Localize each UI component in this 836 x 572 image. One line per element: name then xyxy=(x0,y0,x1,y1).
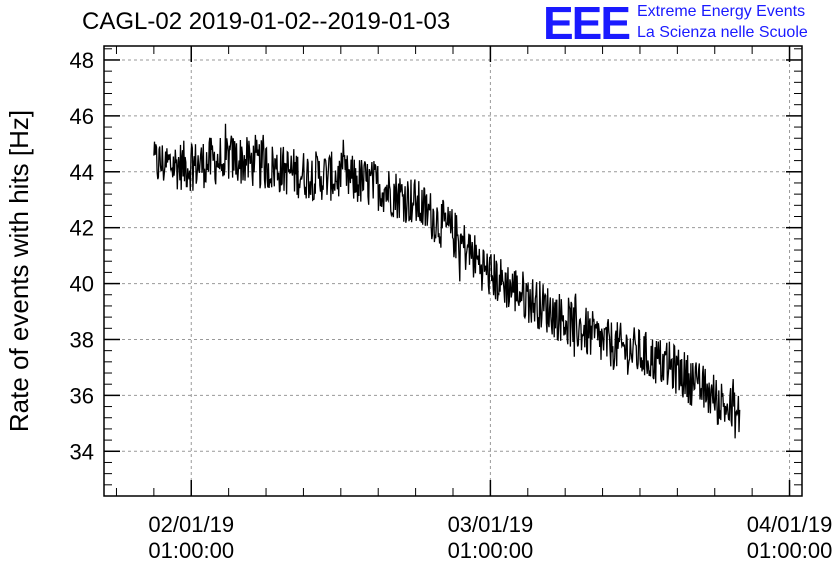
x-tick-label-date: 02/01/19 xyxy=(148,512,234,537)
y-tick-label: 40 xyxy=(70,272,94,297)
chart-title: CAGL-02 2019-01-02--2019-01-03 xyxy=(82,8,451,35)
plot-frame xyxy=(103,45,803,497)
series-line xyxy=(153,123,741,439)
x-tick-label-date: 04/01/19 xyxy=(747,512,833,537)
y-tick-label: 42 xyxy=(70,216,94,241)
x-tick-label-time: 01:00:00 xyxy=(747,538,833,563)
labels-layer: 343638404244464802/01/1901:00:0003/01/19… xyxy=(4,48,832,563)
series-layer xyxy=(153,123,741,439)
y-tick-label: 34 xyxy=(70,439,94,464)
grid-layer xyxy=(104,46,802,496)
x-tick-label-date: 03/01/19 xyxy=(448,512,534,537)
x-tick-label-time: 01:00:00 xyxy=(448,538,534,563)
logo-line-1: Extreme Energy Events xyxy=(637,3,806,20)
y-tick-label: 38 xyxy=(70,327,94,352)
y-tick-label: 48 xyxy=(70,48,94,73)
y-tick-label: 36 xyxy=(70,383,94,408)
eee-logo: EEE xyxy=(543,0,631,49)
logo-line-2: La Scienza nelle Scuole xyxy=(637,24,808,41)
y-tick-label: 44 xyxy=(70,160,94,185)
y-axis-label: Rate of events with hits [Hz] xyxy=(4,110,34,432)
y-tick-label: 46 xyxy=(70,104,94,129)
x-tick-label-time: 01:00:00 xyxy=(148,538,234,563)
axes-layer xyxy=(103,45,803,497)
